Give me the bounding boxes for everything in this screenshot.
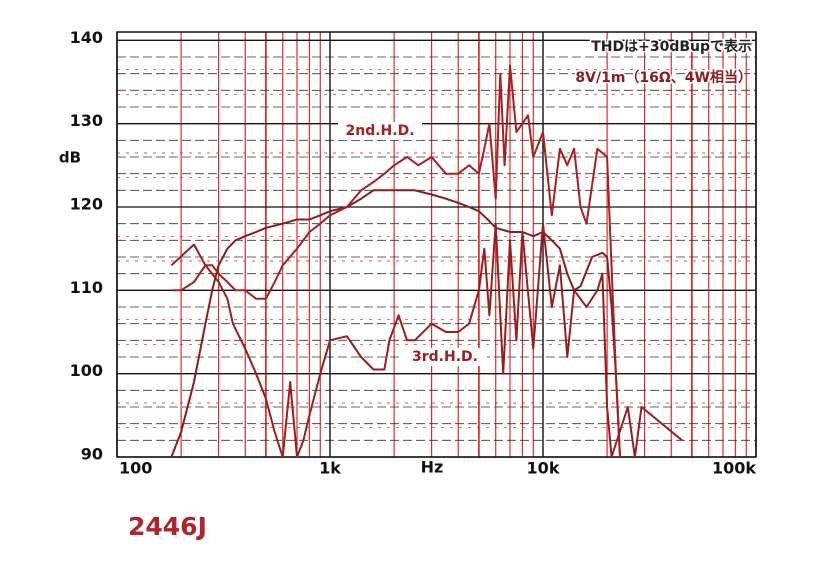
x-tick-label: 1k [319, 459, 341, 478]
y-tick-label: 110 [70, 278, 103, 297]
y-axis-label: dB [59, 149, 81, 167]
chart-title: 2446J [128, 512, 207, 541]
y-tick-label: 120 [70, 195, 103, 214]
data-line [171, 64, 621, 458]
series-label: 2nd.H.D. [345, 123, 414, 139]
grid [117, 32, 756, 457]
label-bg [338, 122, 422, 140]
data-line [170, 222, 683, 458]
series-label: 3rd.H.D. [412, 349, 478, 365]
y-tick-label: 100 [70, 361, 103, 380]
x-tick-label: 10k [527, 459, 560, 478]
y-tick-label: 130 [70, 111, 103, 130]
y-tick-label: 140 [70, 28, 103, 47]
x-tick-label: 100 [119, 459, 152, 478]
x-tick-label: 100k [712, 459, 756, 478]
data-line [170, 189, 621, 458]
annotation: THDは+30dBupで表示 [591, 38, 752, 55]
label-bg [403, 348, 487, 366]
y-tick-label: 90 [81, 445, 103, 464]
annotation: 8V/1m（16Ω、4W相当） [575, 69, 752, 86]
plot-frame [116, 31, 757, 458]
x-axis-label: Hz [421, 458, 444, 477]
